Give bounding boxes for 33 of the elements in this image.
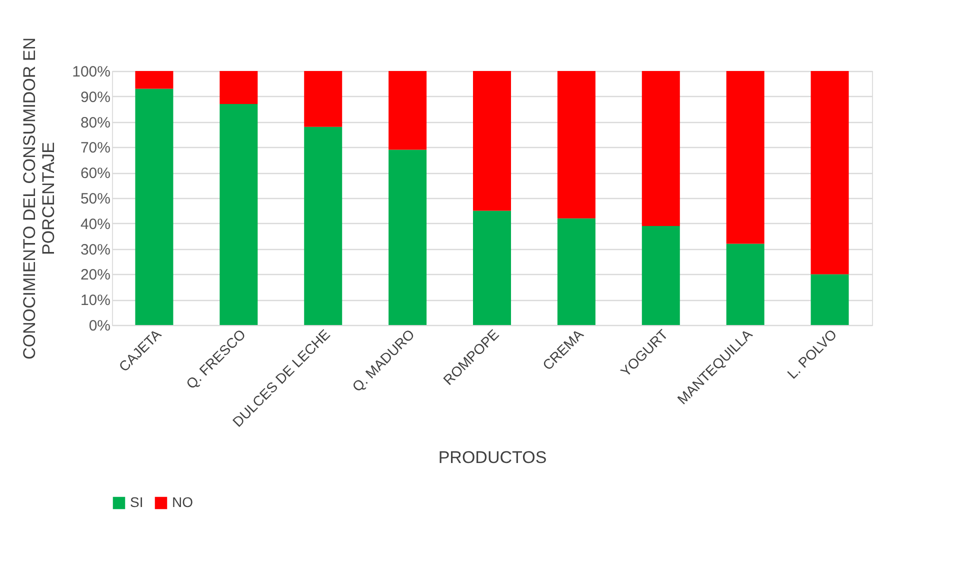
bar <box>473 210 511 325</box>
bar <box>557 218 596 325</box>
y-tick-label: 40% <box>80 216 110 233</box>
y-tick-label: 60% <box>80 165 110 182</box>
y-tick-label: 50% <box>80 190 110 208</box>
bar <box>220 104 258 325</box>
bar <box>388 71 427 150</box>
legend-label: NO <box>172 494 194 510</box>
bar <box>557 71 596 218</box>
x-axis-title: PRODUCTOS <box>438 448 547 467</box>
bar <box>810 274 849 325</box>
y-tick-label: 90% <box>80 88 110 106</box>
bar <box>810 71 849 274</box>
bar <box>642 226 680 325</box>
y-tick-label: 30% <box>80 241 110 258</box>
bar <box>473 71 511 211</box>
bar <box>726 244 764 325</box>
y-tick-label: 20% <box>80 266 110 284</box>
legend-label: SI <box>130 494 144 510</box>
y-tick-label: 80% <box>80 114 110 132</box>
bar <box>388 150 427 325</box>
bar <box>220 71 258 104</box>
bar <box>304 71 342 127</box>
y-tick-label: 100% <box>72 64 110 80</box>
bar <box>642 71 680 226</box>
bar <box>135 88 174 325</box>
y-tick-label: 0% <box>88 318 110 334</box>
y-axis-title: CONOCIMIENTO DEL CONSUMIDOR EN PORCENTAJE <box>20 37 58 360</box>
y-tick-label: 70% <box>80 140 110 157</box>
y-tick-label: 10% <box>80 292 110 310</box>
bar <box>135 71 174 89</box>
bar <box>304 126 342 325</box>
bar <box>726 71 764 244</box>
